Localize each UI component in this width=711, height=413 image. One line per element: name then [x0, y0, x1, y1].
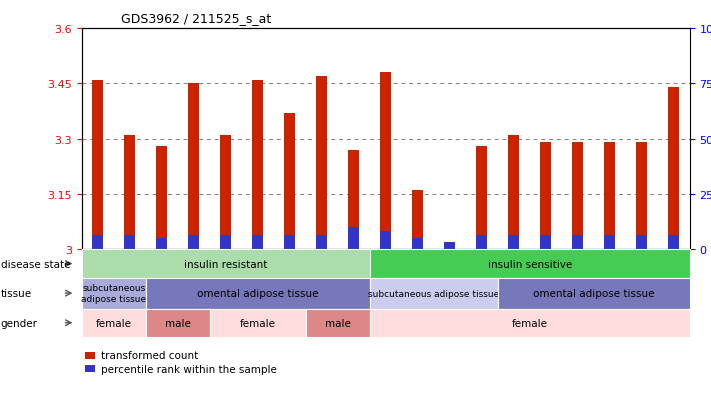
Bar: [348, 228, 359, 250]
Bar: [476, 235, 487, 250]
Bar: [572, 143, 583, 250]
Bar: [412, 191, 423, 250]
Bar: [380, 73, 391, 250]
Bar: [348, 150, 359, 250]
Text: transformed count: transformed count: [101, 351, 198, 361]
Bar: [316, 77, 327, 250]
Bar: [668, 88, 679, 250]
Bar: [508, 235, 519, 250]
Bar: [412, 239, 423, 250]
Bar: [252, 235, 263, 250]
Text: subcutaneous
adipose tissue: subcutaneous adipose tissue: [81, 284, 146, 303]
Bar: [508, 136, 519, 250]
Bar: [316, 235, 327, 250]
Bar: [604, 235, 615, 250]
Text: female: female: [240, 318, 276, 328]
Bar: [220, 235, 231, 250]
Text: omental adipose tissue: omental adipose tissue: [533, 288, 654, 299]
Text: percentile rank within the sample: percentile rank within the sample: [101, 364, 277, 374]
Text: gender: gender: [1, 318, 38, 328]
Bar: [284, 114, 295, 250]
Bar: [540, 235, 551, 250]
Text: subcutaneous adipose tissue: subcutaneous adipose tissue: [368, 289, 499, 298]
Bar: [188, 235, 199, 250]
Bar: [284, 235, 295, 250]
Bar: [540, 143, 551, 250]
Bar: [636, 143, 647, 250]
Bar: [156, 147, 167, 250]
Bar: [156, 239, 167, 250]
Text: male: male: [325, 318, 351, 328]
Bar: [636, 235, 647, 250]
Text: male: male: [165, 318, 191, 328]
Text: insulin sensitive: insulin sensitive: [488, 259, 572, 269]
Text: disease state: disease state: [1, 259, 70, 269]
Bar: [668, 235, 679, 250]
Bar: [380, 231, 391, 250]
Bar: [476, 147, 487, 250]
Bar: [92, 235, 103, 250]
Bar: [252, 81, 263, 250]
Text: female: female: [512, 318, 547, 328]
Bar: [572, 235, 583, 250]
Text: tissue: tissue: [1, 288, 32, 299]
Bar: [188, 84, 199, 250]
Bar: [444, 242, 455, 250]
Text: GDS3962 / 211525_s_at: GDS3962 / 211525_s_at: [121, 12, 271, 25]
Text: insulin resistant: insulin resistant: [184, 259, 267, 269]
Bar: [124, 136, 135, 250]
Bar: [124, 235, 135, 250]
Bar: [220, 136, 231, 250]
Text: female: female: [96, 318, 132, 328]
Bar: [604, 143, 615, 250]
Bar: [444, 242, 455, 250]
Text: omental adipose tissue: omental adipose tissue: [197, 288, 319, 299]
Bar: [92, 81, 103, 250]
